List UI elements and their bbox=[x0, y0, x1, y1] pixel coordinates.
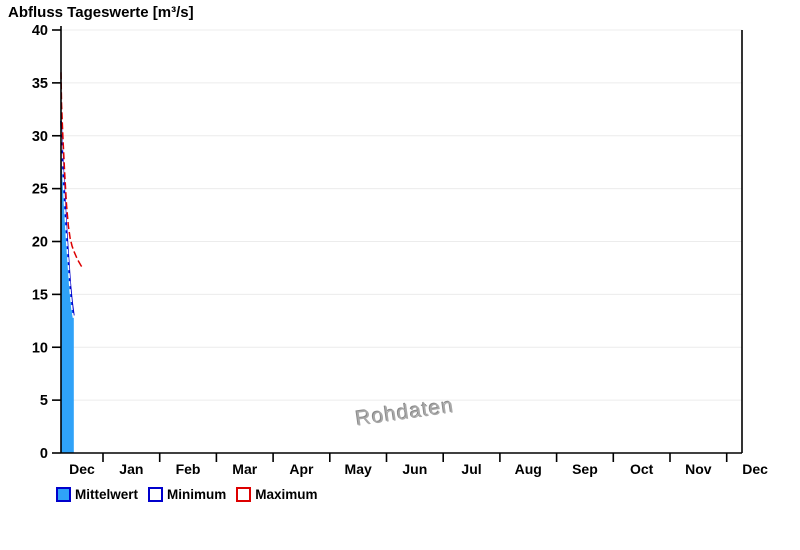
x-month-label-10-oct: Oct bbox=[630, 461, 654, 477]
x-month-label-11-nov: Nov bbox=[685, 461, 712, 477]
x-month-label-12-dec: Dec bbox=[742, 461, 768, 477]
x-month-label-4-apr: Apr bbox=[289, 461, 314, 477]
y-tick-label-35: 35 bbox=[32, 76, 48, 92]
x-month-label-8-aug: Aug bbox=[515, 461, 542, 477]
plot-area: 0 5 10 15 20 25 30 35 40 Dec Jan Feb Mar Apr May Jun Jul… bbox=[32, 23, 768, 477]
legend: Mittelwert Minimum Maximum bbox=[56, 487, 328, 502]
y-tick-label-40: 40 bbox=[32, 23, 48, 39]
y-tick-label-10: 10 bbox=[32, 340, 48, 356]
x-month-label-9-sep: Sep bbox=[572, 461, 598, 477]
x-month-label-6-jun: Jun bbox=[402, 461, 427, 477]
x-month-label-2-feb: Feb bbox=[176, 461, 201, 477]
legend-label-maximum: Maximum bbox=[255, 487, 318, 502]
x-month-label-5-may: May bbox=[345, 461, 372, 477]
legend-item-minimum: Minimum bbox=[148, 487, 226, 502]
y-tick-label-30: 30 bbox=[32, 129, 48, 145]
series-line-minimum bbox=[60, 129, 75, 320]
y-tick-label-15: 15 bbox=[32, 287, 48, 303]
legend-label-mittelwert: Mittelwert bbox=[75, 487, 139, 502]
x-month-label-0-dec: Dec bbox=[69, 461, 95, 477]
series-line-maximum bbox=[60, 72, 84, 269]
y-tick-label-0: 0 bbox=[40, 446, 48, 462]
x-month-label-3-mar: Mar bbox=[232, 461, 257, 477]
legend-item-mittelwert: Mittelwert bbox=[56, 487, 138, 502]
y-tick-label-5: 5 bbox=[40, 393, 48, 409]
legend-swatch-maximum-icon bbox=[236, 487, 252, 502]
y-tick-label-20: 20 bbox=[32, 235, 48, 251]
x-month-label-1-jan: Jan bbox=[119, 461, 143, 477]
legend-label-minimum: Minimum bbox=[167, 487, 227, 502]
legend-swatch-mittelwert-icon bbox=[56, 487, 71, 502]
chart-title: Abfluss Tageswerte [m³/s] bbox=[8, 4, 194, 21]
x-month-label-7-jul: Jul bbox=[461, 461, 481, 477]
legend-swatch-minimum-icon bbox=[148, 487, 164, 502]
y-tick-label-25: 25 bbox=[32, 182, 48, 198]
legend-item-maximum: Maximum bbox=[236, 487, 318, 502]
